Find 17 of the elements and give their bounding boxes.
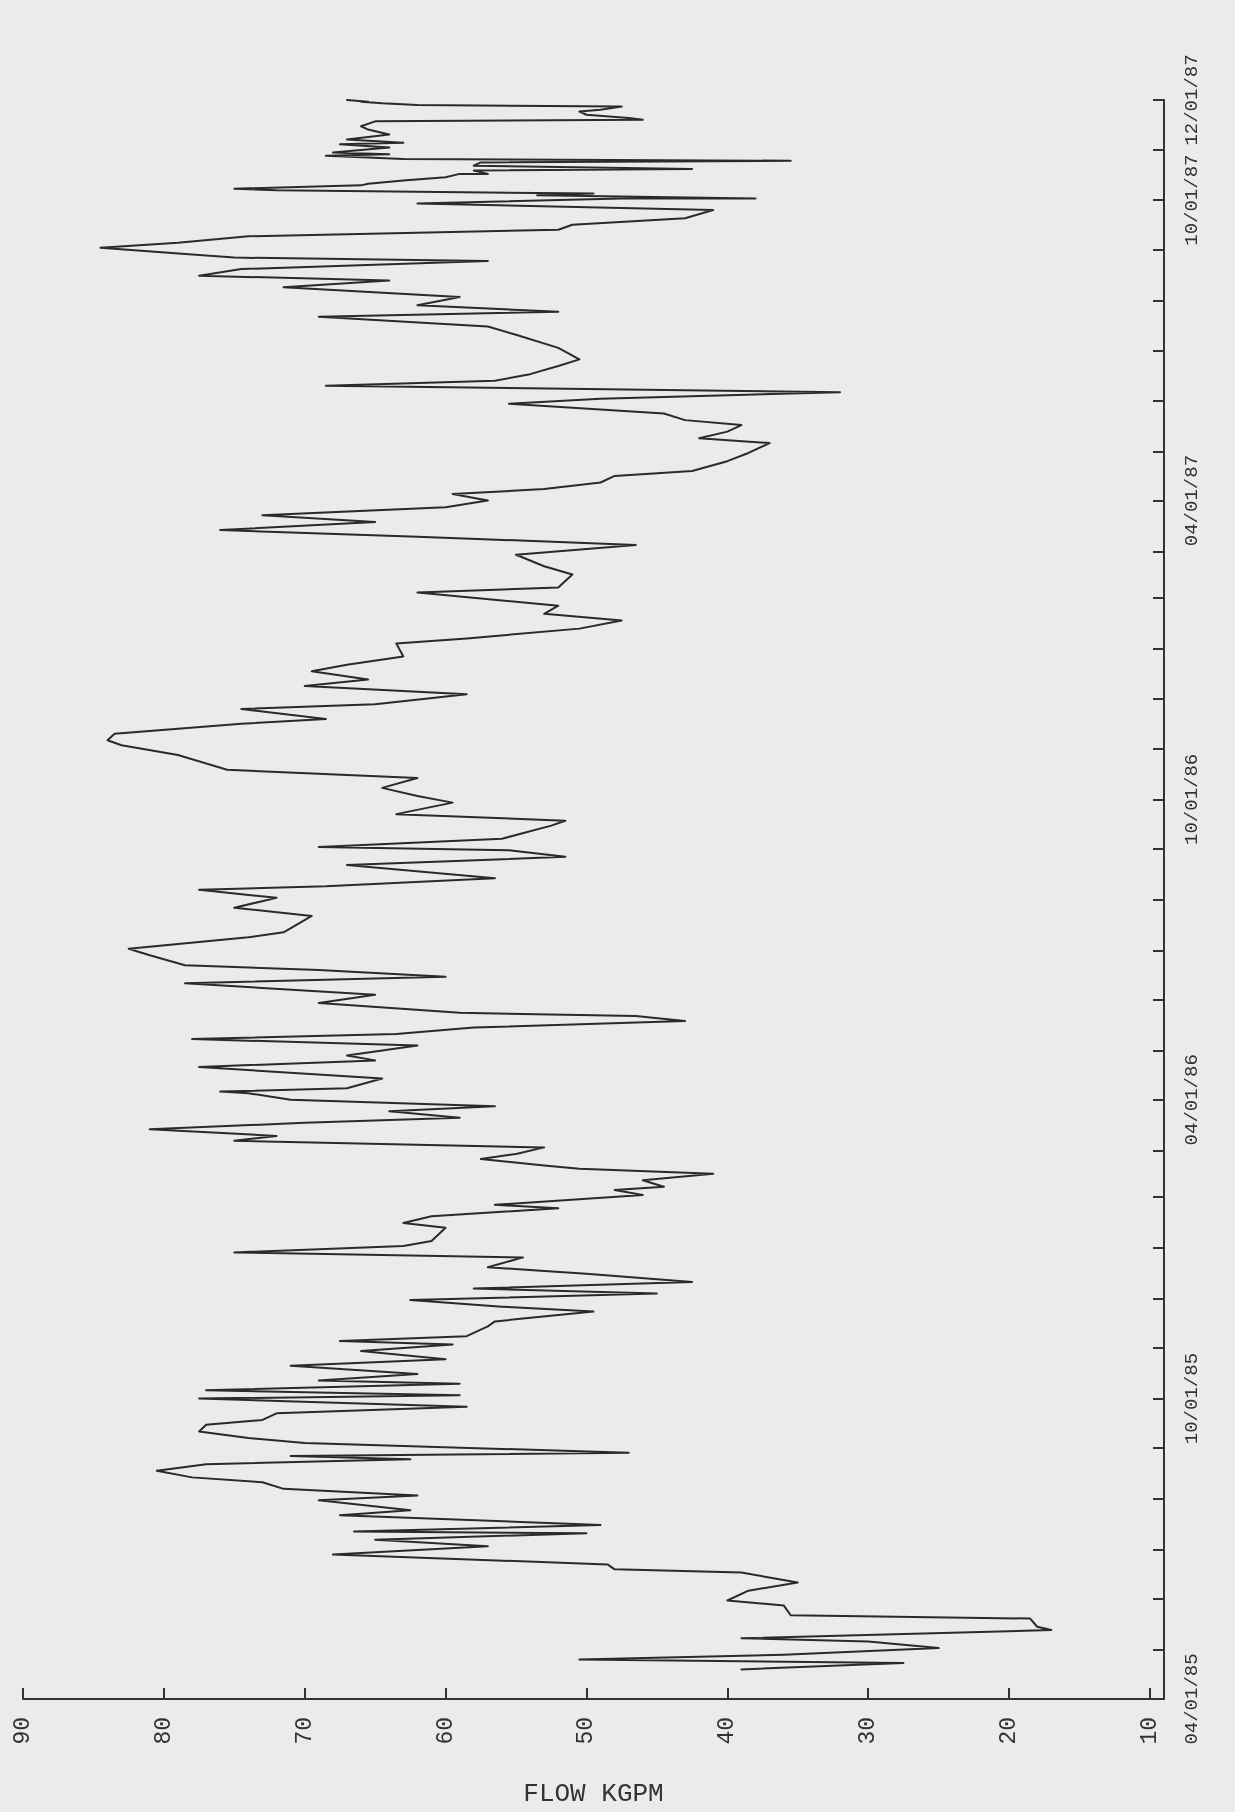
x-tick-label: 50 bbox=[573, 1717, 600, 1745]
y-tick-label: 04/01/85 bbox=[1180, 1653, 1203, 1745]
x-tick-label: 80 bbox=[150, 1717, 177, 1745]
x-tick-label: 70 bbox=[291, 1717, 318, 1745]
y-tick-label: 10/01/86 bbox=[1180, 753, 1203, 845]
x-tick-label: 20 bbox=[996, 1717, 1023, 1745]
x-axis-title: FLOW KGPM bbox=[523, 1779, 664, 1809]
y-tick-label: 10/01/85 bbox=[1180, 1352, 1203, 1445]
x-tick-label: 60 bbox=[432, 1717, 459, 1745]
y-tick-label: 10/01/87 bbox=[1180, 154, 1203, 246]
y-tick-label: 04/01/87 bbox=[1180, 454, 1203, 547]
y-tick-label: 04/01/86 bbox=[1180, 1054, 1203, 1146]
y-tick-label: 12/01/87 bbox=[1180, 54, 1203, 146]
x-tick-label: 10 bbox=[1136, 1717, 1163, 1745]
x-tick-label: 30 bbox=[855, 1717, 882, 1745]
x-tick-label: 90 bbox=[10, 1717, 36, 1745]
x-tick-label: 40 bbox=[714, 1717, 741, 1745]
